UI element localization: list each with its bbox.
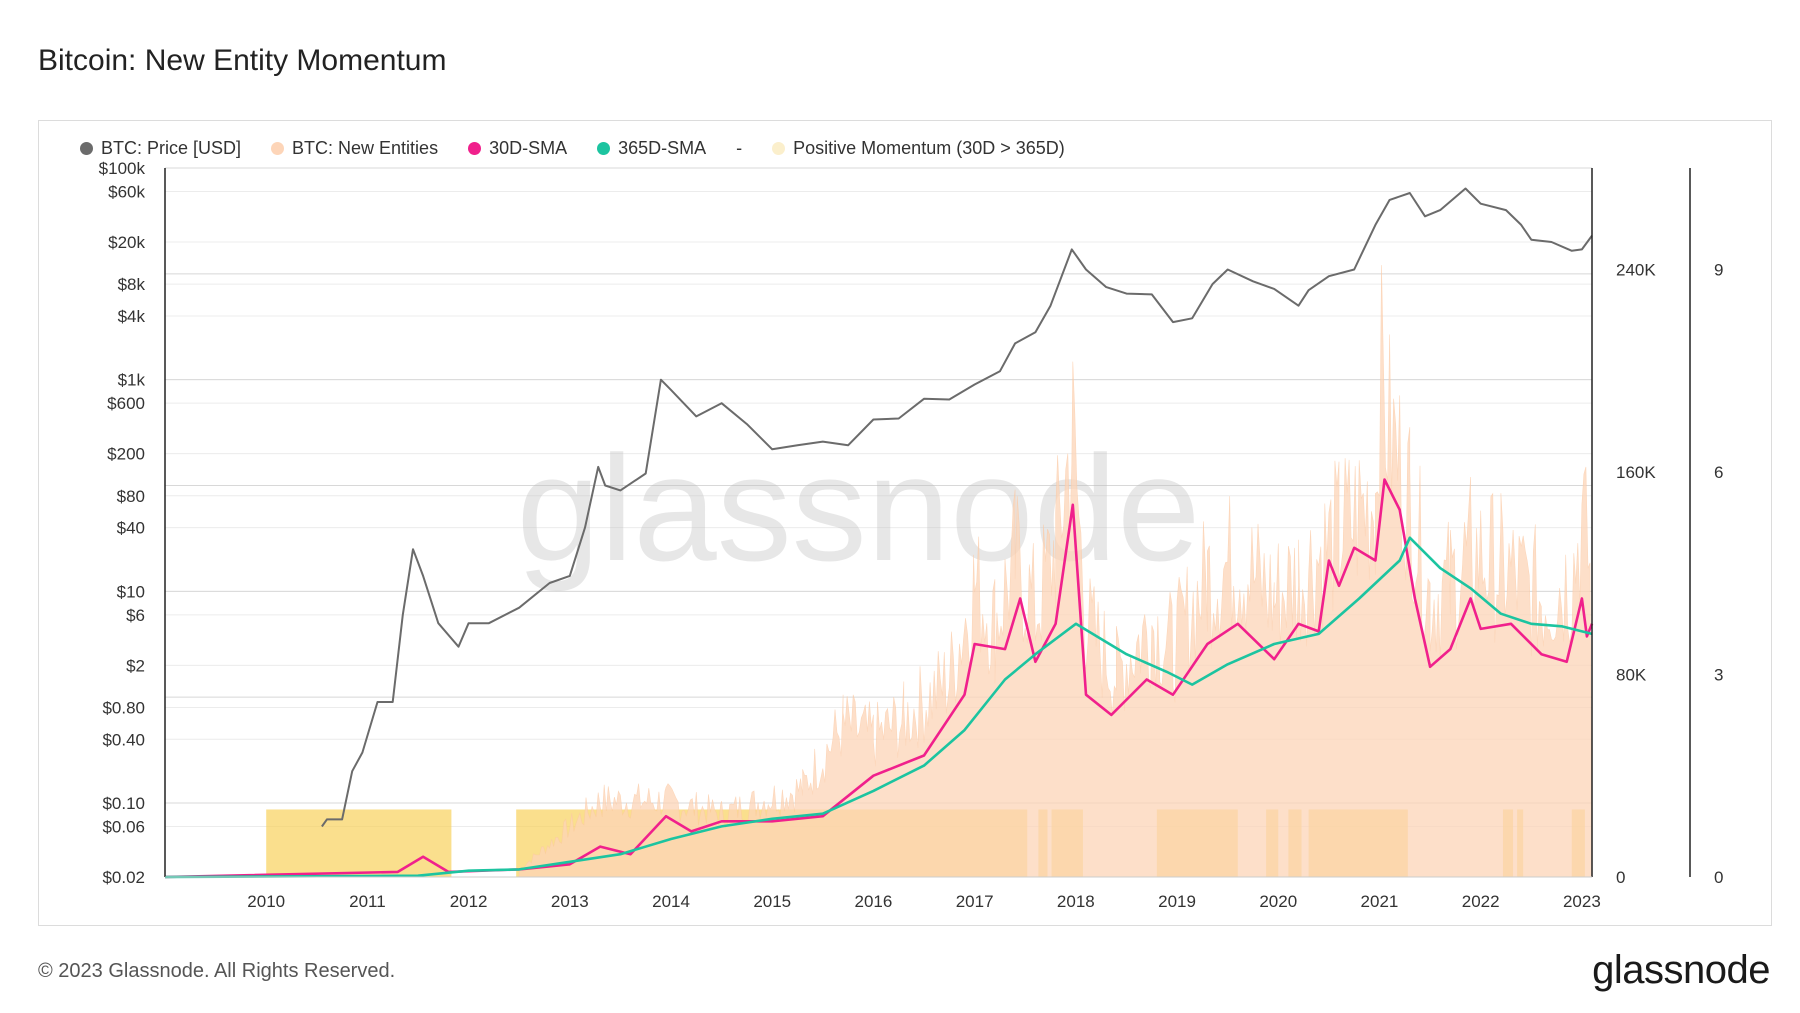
legend-dot-icon bbox=[468, 142, 482, 155]
legend-item[interactable]: Positive Momentum (30D > 365D) bbox=[772, 138, 1065, 159]
y-right-tick-label: 80K bbox=[1616, 665, 1647, 684]
page-title: Bitcoin: New Entity Momentum bbox=[38, 44, 447, 77]
legend-label: - bbox=[736, 138, 743, 158]
sma30-line bbox=[164, 478, 1594, 879]
y-left-tick-label: $4k bbox=[118, 307, 146, 326]
legend-item[interactable]: 365D-SMA bbox=[597, 138, 706, 159]
y-right2-tick-label: 3 bbox=[1714, 665, 1723, 684]
x-tick-label: 2013 bbox=[551, 892, 589, 911]
legend-item[interactable]: BTC: Price [USD] bbox=[80, 138, 241, 159]
y-left-tick-label: $8k bbox=[118, 275, 146, 294]
y-left-tick-label: $20k bbox=[108, 233, 145, 252]
y-right-tick-label: 0 bbox=[1616, 868, 1625, 887]
new-entities-area bbox=[518, 265, 1593, 878]
y-left-tick-label: $80 bbox=[117, 487, 145, 506]
legend-dot-icon bbox=[80, 142, 93, 155]
x-tick-label: 2018 bbox=[1057, 892, 1095, 911]
y-left-tick-label: $60k bbox=[108, 182, 145, 201]
y-left-tick-label: $1k bbox=[118, 371, 146, 390]
y-left-tick-label: $10 bbox=[117, 582, 145, 601]
y-right2-tick-label: 0 bbox=[1714, 868, 1723, 887]
legend-item[interactable]: - bbox=[736, 138, 742, 159]
y-left-tick-label: $100k bbox=[99, 159, 146, 178]
legend-dot-icon bbox=[597, 142, 611, 155]
x-tick-label: 2022 bbox=[1462, 892, 1500, 911]
legend-label: 30D-SMA bbox=[489, 138, 568, 158]
y-left-tick-label: $0.06 bbox=[102, 818, 145, 837]
sma365-line bbox=[164, 536, 1593, 879]
legend-item[interactable]: 30D-SMA bbox=[468, 138, 567, 159]
x-tick-label: 2016 bbox=[855, 892, 893, 911]
y-left-tick-label: $0.10 bbox=[102, 794, 145, 813]
legend-label: BTC: Price [USD] bbox=[101, 138, 242, 158]
y-left-tick-label: $600 bbox=[107, 394, 145, 413]
brand-logo[interactable]: glassnode bbox=[1592, 948, 1770, 992]
y-left-tick-label: $0.40 bbox=[102, 730, 145, 749]
x-tick-label: 2023 bbox=[1563, 892, 1601, 911]
price-line bbox=[321, 187, 1593, 828]
legend-item[interactable]: BTC: New Entities bbox=[271, 138, 438, 159]
legend-dot-icon bbox=[772, 142, 786, 155]
legend-label: Positive Momentum (30D > 365D) bbox=[793, 138, 1065, 158]
copyright-text: © 2023 Glassnode. All Rights Reserved. bbox=[38, 960, 396, 982]
x-tick-label: 2010 bbox=[247, 892, 285, 911]
y-left-tick-label: $0.80 bbox=[102, 698, 145, 717]
x-tick-label: 2017 bbox=[956, 892, 994, 911]
x-tick-label: 2021 bbox=[1361, 892, 1399, 911]
y-right-tick-label: 240K bbox=[1616, 260, 1656, 279]
y-left-tick-label: $40 bbox=[117, 519, 145, 538]
y-left-tick-label: $6 bbox=[126, 606, 145, 625]
legend-label: BTC: New Entities bbox=[292, 138, 439, 158]
momentum-bar bbox=[266, 809, 452, 877]
y-right-tick-label: 160K bbox=[1616, 463, 1656, 482]
x-tick-label: 2011 bbox=[349, 892, 386, 911]
y-left-tick-label: $2 bbox=[126, 656, 145, 675]
x-tick-label: 2020 bbox=[1259, 892, 1297, 911]
x-tick-label: 2014 bbox=[652, 892, 690, 911]
x-tick-label: 2015 bbox=[753, 892, 791, 911]
y-left-tick-label: $200 bbox=[107, 445, 145, 464]
legend: BTC: Price [USD] BTC: New Entities 30D-SMA… bbox=[80, 138, 1065, 159]
y-left-tick-label: $0.02 bbox=[102, 868, 145, 887]
x-tick-label: 2012 bbox=[450, 892, 488, 911]
y-right2-tick-label: 6 bbox=[1714, 463, 1723, 482]
legend-dot-icon bbox=[271, 142, 285, 155]
watermark: glassnode bbox=[517, 424, 1201, 592]
legend-label: 365D-SMA bbox=[618, 138, 707, 158]
y-right2-tick-label: 9 bbox=[1714, 260, 1723, 279]
x-tick-label: 2019 bbox=[1158, 892, 1196, 911]
